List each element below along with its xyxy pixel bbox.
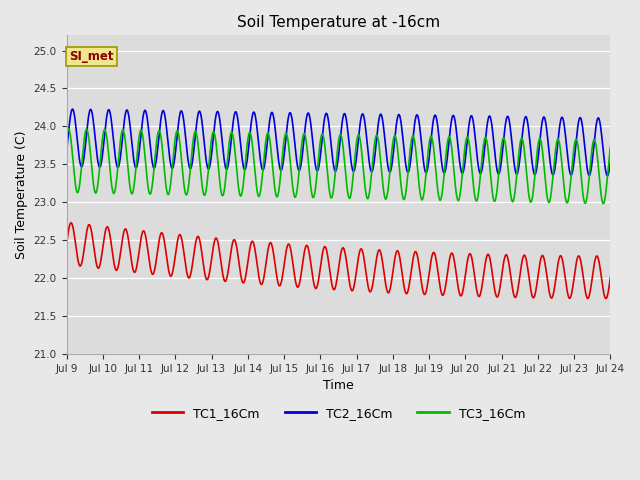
TC1_16Cm bbox=[67, 220, 75, 226]
X-axis label: Time: Time bbox=[323, 379, 354, 392]
TC2_16Cm bbox=[372, 138, 380, 144]
TC1_16Cm bbox=[607, 275, 614, 280]
TC3_16Cm bbox=[372, 132, 380, 138]
TC2_16Cm bbox=[127, 133, 135, 139]
TC3_16Cm bbox=[599, 201, 607, 206]
TC1_16Cm bbox=[602, 296, 610, 301]
TC3_16Cm bbox=[127, 190, 135, 195]
TC3_16Cm bbox=[294, 182, 301, 188]
Line: TC3_16Cm: TC3_16Cm bbox=[67, 129, 611, 204]
TC3_16Cm bbox=[65, 126, 72, 132]
Title: Soil Temperature at -16cm: Soil Temperature at -16cm bbox=[237, 15, 440, 30]
TC1_16Cm bbox=[372, 256, 380, 262]
TC2_16Cm bbox=[604, 173, 611, 179]
Legend: TC1_16Cm, TC2_16Cm, TC3_16Cm: TC1_16Cm, TC2_16Cm, TC3_16Cm bbox=[147, 402, 530, 425]
TC2_16Cm bbox=[607, 158, 614, 164]
TC3_16Cm bbox=[63, 132, 70, 138]
TC1_16Cm bbox=[305, 248, 313, 254]
Line: TC1_16Cm: TC1_16Cm bbox=[67, 223, 611, 299]
TC1_16Cm bbox=[294, 284, 301, 290]
TC3_16Cm bbox=[607, 144, 614, 150]
TC2_16Cm bbox=[294, 164, 301, 170]
Y-axis label: Soil Temperature (C): Soil Temperature (C) bbox=[15, 131, 28, 259]
TC2_16Cm bbox=[63, 149, 70, 155]
TC2_16Cm bbox=[105, 107, 113, 113]
TC1_16Cm bbox=[63, 241, 70, 247]
TC3_16Cm bbox=[305, 165, 313, 171]
TC1_16Cm bbox=[105, 228, 113, 233]
TC3_16Cm bbox=[315, 153, 323, 158]
Text: SI_met: SI_met bbox=[69, 49, 114, 63]
Line: TC2_16Cm: TC2_16Cm bbox=[67, 109, 611, 176]
TC3_16Cm bbox=[105, 156, 113, 161]
TC2_16Cm bbox=[68, 106, 76, 112]
TC1_16Cm bbox=[315, 276, 323, 282]
TC2_16Cm bbox=[315, 165, 323, 170]
TC2_16Cm bbox=[305, 111, 313, 117]
TC1_16Cm bbox=[127, 256, 135, 262]
